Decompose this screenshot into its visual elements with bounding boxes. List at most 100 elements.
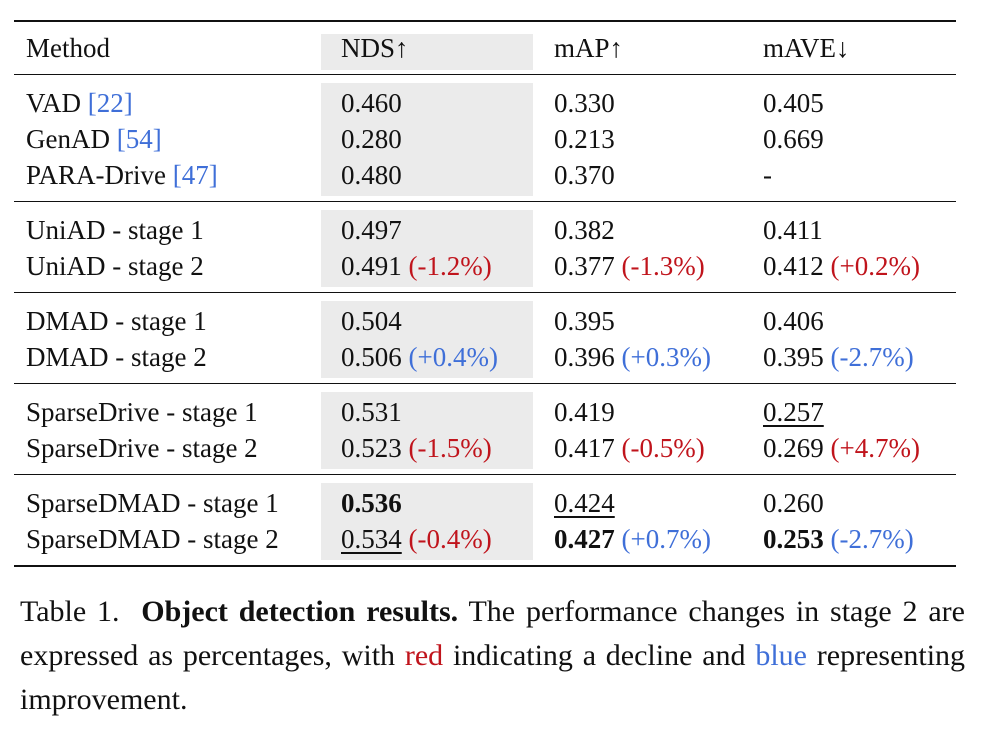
cell-method: SparseDMAD - stage 1 bbox=[14, 474, 321, 521]
method-name: SparseDMAD - stage 2 bbox=[26, 524, 279, 554]
table-row: SparseDrive - stage 1 0.531 0.419 0.257 bbox=[14, 383, 956, 431]
nds-value: 0.536 bbox=[341, 488, 402, 518]
cell-method: SparseDrive - stage 2 bbox=[14, 430, 321, 475]
cell-nds: 0.531 bbox=[321, 383, 534, 431]
cell-nds: 0.491 (-1.2%) bbox=[321, 248, 534, 293]
mave-value: 0.395 bbox=[763, 342, 824, 372]
cell-method: VAD [22] bbox=[14, 74, 321, 121]
map-value: 0.213 bbox=[554, 124, 615, 154]
mave-value: 0.260 bbox=[763, 488, 824, 518]
map-value: 0.330 bbox=[554, 88, 615, 118]
method-name: GenAD bbox=[26, 124, 117, 154]
map-delta: (+0.7%) bbox=[621, 524, 711, 554]
cell-map: 0.417 (-0.5%) bbox=[534, 430, 745, 475]
map-value: 0.382 bbox=[554, 215, 615, 245]
nds-value: 0.506 bbox=[341, 342, 402, 372]
mave-value: 0.257 bbox=[763, 397, 824, 427]
nds-value: 0.497 bbox=[341, 215, 402, 245]
cell-method: GenAD [54] bbox=[14, 121, 321, 157]
header-nds: NDS↑ bbox=[321, 20, 534, 75]
cell-nds: 0.497 bbox=[321, 201, 534, 249]
cell-method: DMAD - stage 1 bbox=[14, 292, 321, 339]
table-row: PARA-Drive [47] 0.480 0.370 - bbox=[14, 157, 956, 202]
cell-mave: 0.395 (-2.7%) bbox=[745, 339, 956, 384]
nds-value: 0.534 bbox=[341, 524, 402, 554]
map-value: 0.424 bbox=[554, 488, 615, 518]
caption-blue-word: blue bbox=[755, 639, 807, 672]
nds-delta: (+0.4%) bbox=[408, 342, 498, 372]
nds-value: 0.480 bbox=[341, 160, 402, 190]
table-row: SparseDMAD - stage 2 0.534 (-0.4%) 0.427 (… bbox=[14, 521, 956, 567]
nds-column-shade bbox=[321, 121, 533, 157]
mave-value: 0.411 bbox=[763, 215, 823, 245]
method-name: SparseDMAD - stage 1 bbox=[26, 488, 279, 518]
method-name: VAD bbox=[26, 88, 88, 118]
cell-map: 0.424 bbox=[534, 474, 745, 521]
cell-method: SparseDMAD - stage 2 bbox=[14, 521, 321, 567]
mave-delta: (-2.7%) bbox=[830, 342, 914, 372]
table-header-row: Method NDS↑ mAP↑ mAVE↓ bbox=[14, 20, 956, 75]
mave-value: 0.269 bbox=[763, 433, 824, 463]
cell-map: 0.330 bbox=[534, 74, 745, 121]
method-name: PARA-Drive bbox=[26, 160, 173, 190]
nds-column-shade bbox=[321, 34, 533, 70]
map-value: 0.417 bbox=[554, 433, 615, 463]
citation-link[interactable]: [22] bbox=[87, 88, 133, 118]
cell-mave: - bbox=[745, 157, 956, 202]
nds-value: 0.280 bbox=[341, 124, 402, 154]
table-row: UniAD - stage 1 0.497 0.382 0.411 bbox=[14, 201, 956, 249]
table-caption: Table 1. Object detection results. The p… bbox=[20, 590, 965, 722]
cell-mave: 0.412 (+0.2%) bbox=[745, 248, 956, 293]
cell-method: PARA-Drive [47] bbox=[14, 157, 321, 202]
map-delta: (+0.3%) bbox=[621, 342, 711, 372]
mave-delta: (+0.2%) bbox=[830, 251, 920, 281]
citation-link[interactable]: [54] bbox=[116, 124, 162, 154]
caption-label: Table 1. bbox=[20, 595, 120, 628]
table-row: DMAD - stage 2 0.506 (+0.4%) 0.396 (+0.3%)… bbox=[14, 339, 956, 384]
method-name: DMAD - stage 2 bbox=[26, 342, 207, 372]
caption-title: Object detection results. bbox=[141, 595, 459, 628]
header-method: Method bbox=[14, 20, 321, 75]
mave-value: 0.406 bbox=[763, 306, 824, 336]
cell-map: 0.395 bbox=[534, 292, 745, 339]
cell-nds: 0.536 bbox=[321, 474, 534, 522]
cell-map: 0.382 bbox=[534, 201, 745, 248]
nds-column-shade bbox=[321, 521, 533, 560]
cell-nds: 0.460 bbox=[321, 74, 534, 122]
citation-link[interactable]: [47] bbox=[172, 160, 218, 190]
cell-mave: 0.269 (+4.7%) bbox=[745, 430, 956, 475]
method-name: DMAD - stage 1 bbox=[26, 306, 207, 336]
cell-nds: 0.504 bbox=[321, 292, 534, 340]
nds-column-shade bbox=[321, 301, 533, 340]
map-delta: (-1.3%) bbox=[621, 251, 705, 281]
object-detection-results-table: Method NDS↑ mAP↑ mAVE↓ VAD [22] 0.460 0.33… bbox=[14, 20, 956, 567]
cell-method: SparseDrive - stage 1 bbox=[14, 383, 321, 430]
map-value: 0.396 bbox=[554, 342, 615, 372]
map-value: 0.395 bbox=[554, 306, 615, 336]
method-name: SparseDrive - stage 1 bbox=[26, 397, 258, 427]
table-row: SparseDrive - stage 2 0.523 (-1.5%) 0.417 … bbox=[14, 430, 956, 475]
cell-mave: 0.406 bbox=[745, 292, 956, 339]
cell-mave: 0.257 bbox=[745, 383, 956, 430]
nds-delta: (-1.5%) bbox=[408, 433, 492, 463]
map-value: 0.377 bbox=[554, 251, 615, 281]
cell-mave: 0.405 bbox=[745, 74, 956, 121]
caption-text-1: The performance changes in stage 2 are e… bbox=[20, 595, 965, 672]
map-value: 0.427 bbox=[554, 524, 615, 554]
caption-text-3: representing improvement. bbox=[20, 639, 966, 716]
table-row: GenAD [54] 0.280 0.213 0.669 bbox=[14, 121, 956, 157]
cell-mave: 0.411 bbox=[745, 201, 956, 248]
nds-value: 0.460 bbox=[341, 88, 402, 118]
method-name: UniAD - stage 1 bbox=[26, 215, 204, 245]
mave-value: 0.669 bbox=[763, 124, 824, 154]
table-row: DMAD - stage 1 0.504 0.395 0.406 bbox=[14, 292, 956, 340]
header-map: mAP↑ bbox=[534, 20, 745, 75]
nds-column-shade bbox=[321, 248, 533, 287]
cell-nds: 0.534 (-0.4%) bbox=[321, 521, 534, 567]
cell-map: 0.419 bbox=[534, 383, 745, 430]
caption-red-word: red bbox=[404, 639, 444, 672]
method-name: SparseDrive - stage 2 bbox=[26, 433, 258, 463]
cell-map: 0.377 (-1.3%) bbox=[534, 248, 745, 293]
nds-column-shade bbox=[321, 339, 533, 378]
cell-map: 0.427 (+0.7%) bbox=[534, 521, 745, 567]
